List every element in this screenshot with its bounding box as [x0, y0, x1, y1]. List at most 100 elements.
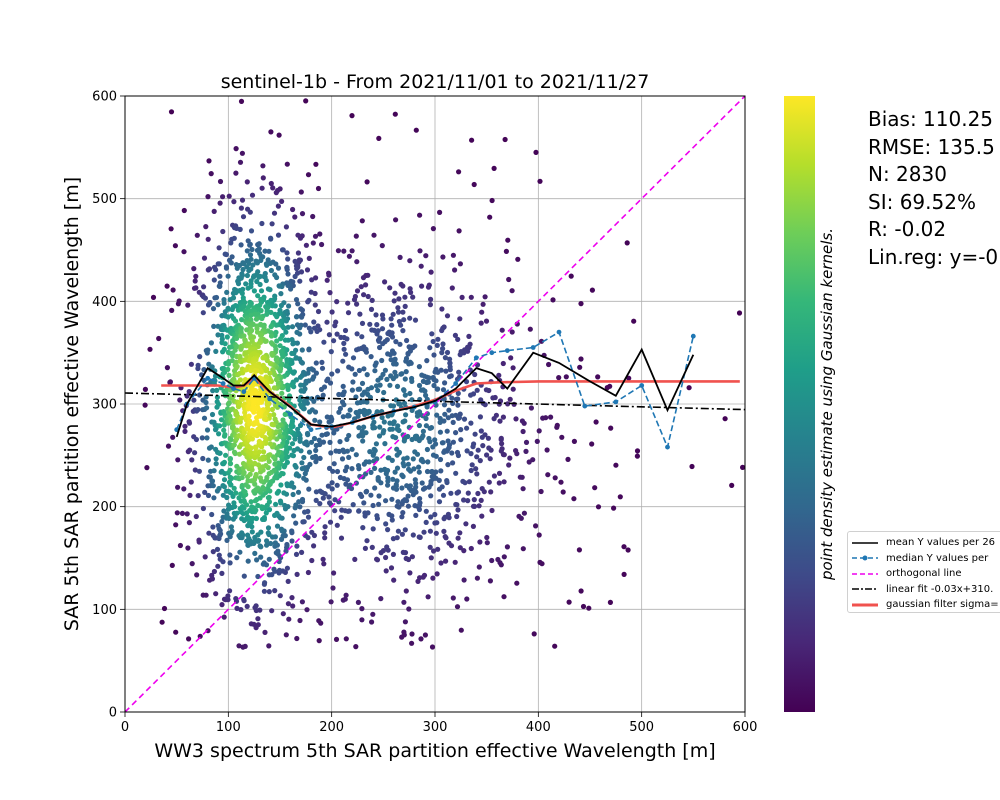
scatter-point: [468, 294, 474, 300]
scatter-point: [400, 328, 406, 334]
scatter-point: [520, 486, 526, 492]
scatter-point: [552, 475, 558, 481]
scatter-point: [229, 353, 236, 359]
scatter-point: [228, 240, 234, 246]
scatter-point: [268, 540, 274, 547]
scatter-point: [461, 577, 467, 583]
scatter-point: [361, 424, 367, 430]
scatter-point: [316, 638, 322, 644]
scatter-point: [303, 98, 309, 104]
scatter-point: [341, 402, 347, 408]
scatter-point: [299, 496, 306, 503]
scatter-point: [185, 302, 191, 308]
scatter-point: [437, 209, 443, 215]
scatter-point: [611, 505, 617, 511]
scatter-point: [234, 343, 240, 350]
scatter-point: [244, 179, 250, 185]
scatter-point: [188, 361, 194, 367]
scatter-point: [416, 534, 422, 540]
scatter-point: [424, 404, 430, 410]
scatter-point: [444, 313, 451, 319]
scatter-point: [337, 405, 343, 412]
scatter-point: [319, 432, 325, 438]
series-marker: [231, 386, 236, 391]
scatter-point: [373, 441, 379, 447]
scatter-point: [454, 513, 460, 520]
scatter-point: [282, 337, 288, 343]
scatter-point: [509, 329, 515, 335]
scatter-point: [353, 644, 359, 650]
scatter-point: [272, 416, 278, 422]
scatter-point: [430, 226, 436, 232]
scatter-point: [394, 446, 400, 452]
scatter-point: [263, 374, 269, 380]
scatter-point: [274, 490, 280, 496]
scatter-point: [319, 359, 325, 365]
scatter-point: [372, 362, 378, 368]
scatter-point: [341, 248, 347, 254]
scatter-point: [441, 449, 447, 455]
scatter-point: [468, 392, 474, 398]
scatter-point: [326, 494, 332, 500]
scatter-point: [250, 262, 256, 268]
scatter-point: [334, 299, 340, 305]
scatter-point: [461, 497, 467, 503]
scatter-point: [223, 265, 230, 271]
scatter-point: [434, 571, 440, 577]
legend-label-gaussian: gaussian filter sigma=: [886, 599, 999, 611]
scatter-point: [193, 436, 199, 443]
scatter-point: [289, 528, 295, 534]
scatter-point: [496, 470, 503, 476]
scatter-point: [311, 543, 317, 549]
scatter-point: [266, 499, 272, 505]
scatter-point: [169, 562, 175, 569]
scatter-point: [269, 406, 275, 413]
scatter-point: [500, 414, 506, 420]
scatter-point: [390, 376, 396, 382]
scatter-point: [458, 437, 464, 443]
scatter-point: [297, 397, 303, 403]
scatter-point: [376, 493, 382, 499]
scatter-point: [217, 200, 223, 206]
scatter-point: [498, 448, 504, 454]
scatter-point: [349, 248, 355, 254]
scatter-point: [278, 291, 284, 297]
scatter-point: [523, 448, 529, 454]
scatter-point: [271, 210, 278, 216]
scatter-point: [349, 113, 355, 119]
scatter-point: [417, 212, 423, 218]
scatter-point: [186, 636, 192, 642]
scatter-point: [439, 306, 445, 312]
scatter-point: [285, 256, 291, 262]
scatter-point: [454, 604, 461, 610]
scatter-point: [513, 416, 519, 422]
scatter-point: [285, 578, 291, 585]
scatter-point: [537, 559, 543, 566]
scatter-point: [249, 192, 256, 198]
scatter-point: [293, 297, 300, 303]
scatter-point: [340, 383, 346, 389]
scatter-point: [309, 557, 315, 564]
scatter-point: [324, 378, 330, 384]
scatter-point: [399, 531, 405, 537]
scatter-point: [376, 501, 382, 507]
scatter-point: [527, 326, 533, 332]
scatter-point: [376, 338, 382, 344]
scatter-point: [211, 323, 217, 329]
scatter-point: [429, 331, 435, 337]
scatter-point: [260, 163, 266, 169]
scatter-point: [335, 368, 341, 374]
scatter-point: [343, 351, 349, 357]
scatter-point: [608, 425, 614, 431]
scatter-point: [224, 511, 230, 517]
scatter-point: [236, 495, 242, 501]
scatter-point: [248, 445, 254, 451]
scatter-point: [398, 322, 404, 328]
scatter-point: [250, 274, 257, 280]
scatter-point: [168, 109, 175, 115]
scatter-point: [360, 275, 367, 281]
scatter-point: [369, 619, 375, 625]
scatter-point: [222, 432, 228, 438]
scatter-point: [269, 303, 276, 309]
series-marker: [665, 444, 670, 450]
